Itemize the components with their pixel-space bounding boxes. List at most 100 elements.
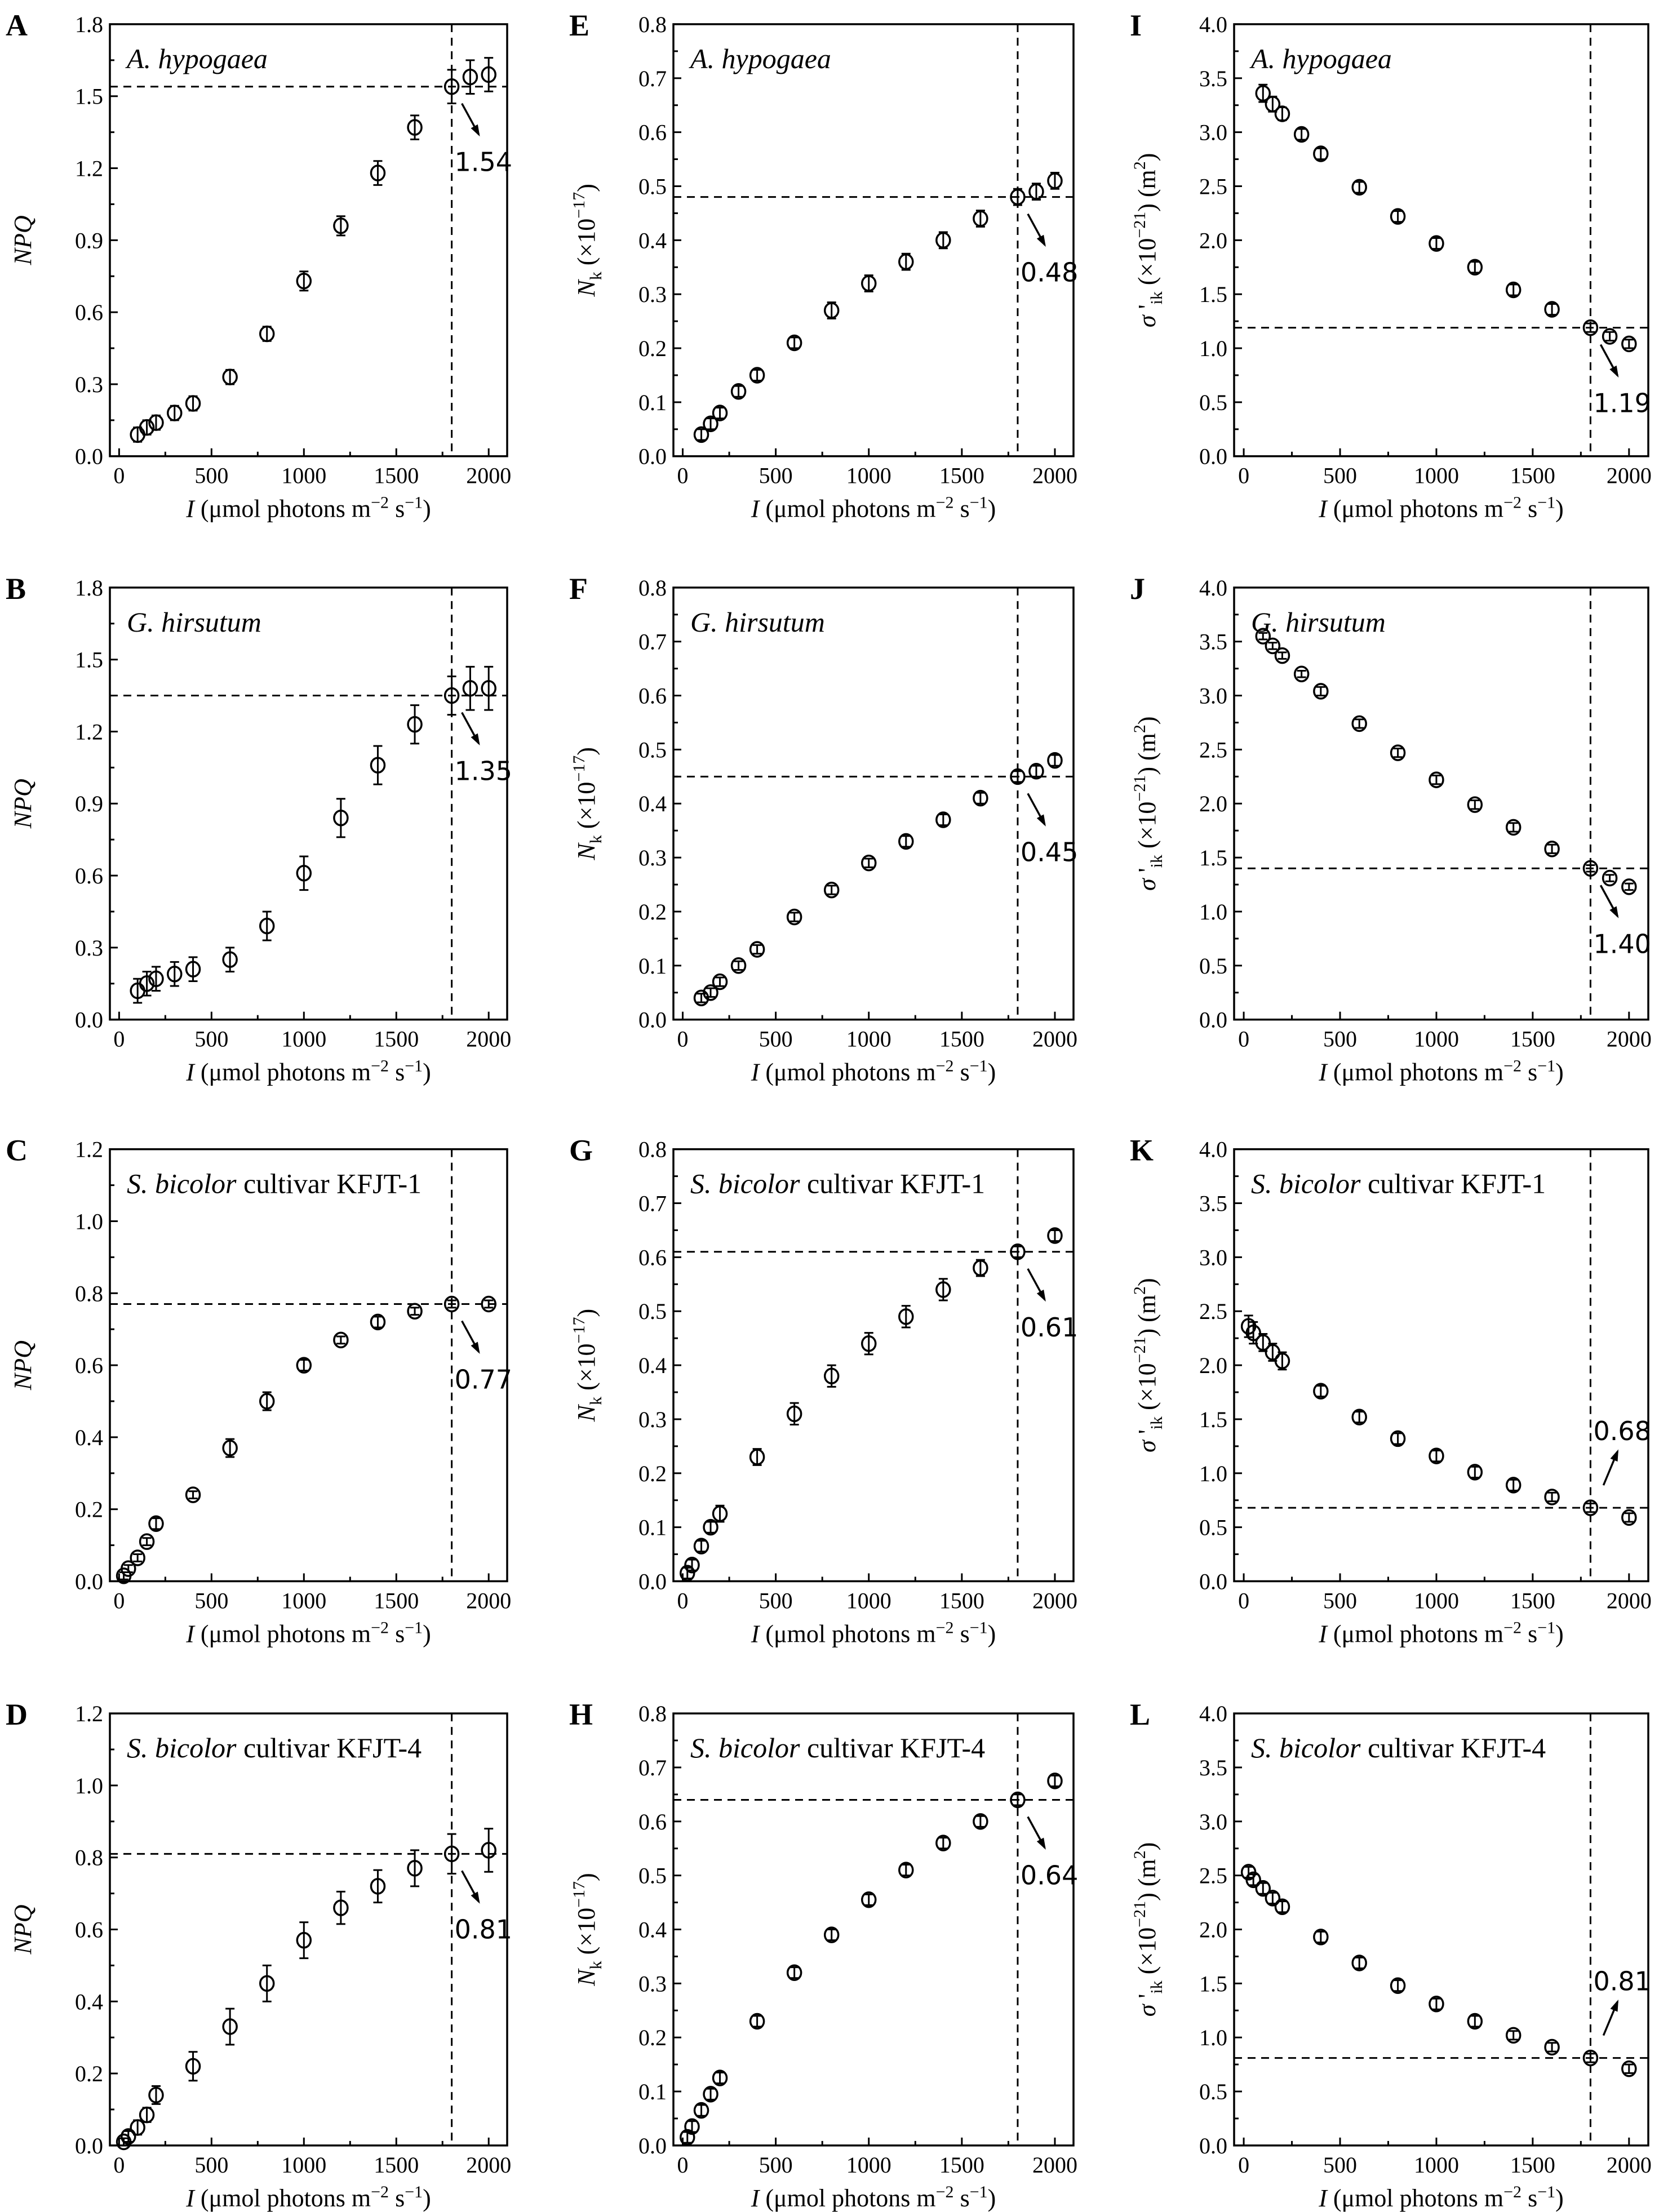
x-axis-label: I (μmol photons m−2 s−1) [185, 2183, 431, 2212]
error-bar [142, 2107, 152, 2123]
data-point [139, 2106, 155, 2124]
panel-k: K 0.0 0.5 1.0 1.5 2.0 2.5 3.0 3.5 4.0 0 500 1000 1500… [1130, 1134, 1652, 1648]
data-point [462, 680, 478, 697]
plot-frame [1233, 1712, 1649, 2147]
data-point [1255, 1334, 1271, 1351]
y-tick-label: 0.4 [638, 228, 667, 253]
x-tick-label: 2000 [1032, 2152, 1077, 2178]
panel-e: E 0.0 0.1 0.2 0.3 0.4 0.5 0.6 0.7 0.8 0 500 1000 1500… [569, 8, 1078, 523]
panel-letter: D [6, 1698, 28, 1731]
y-tick-label: 1.0 [75, 1209, 103, 1234]
data-point [139, 419, 155, 436]
y-axis-label: Nk (×10−17) [570, 184, 605, 297]
data-point [259, 325, 275, 343]
x-tick-label: 1500 [939, 463, 984, 488]
panel-letter: C [6, 1134, 28, 1167]
error-bar [1050, 1229, 1059, 1242]
x-tick-label: 2000 [1032, 463, 1077, 488]
data-point [703, 984, 718, 1001]
data-point [222, 368, 238, 385]
error-bar [1297, 669, 1306, 678]
y-tick-label: 3.5 [1199, 1755, 1227, 1780]
data-point [1255, 1880, 1271, 1897]
data-point [1265, 637, 1281, 655]
error-bar [299, 855, 309, 891]
data-point [823, 1367, 840, 1384]
data-point [860, 275, 877, 292]
y-axis-label: NPQ [9, 1340, 37, 1391]
data-point [680, 2129, 695, 2146]
plot-frame [1233, 1148, 1649, 1583]
data-point [1293, 126, 1310, 143]
annotation-value: 1.40 [1593, 929, 1651, 959]
data-point [1351, 1409, 1367, 1425]
error-bar [827, 885, 836, 895]
y-tick-label: 1.5 [75, 84, 103, 109]
error-bar [447, 675, 456, 716]
error-bar [336, 1890, 345, 1925]
y-tick-label: 1.2 [75, 1701, 103, 1726]
y-tick-label: 2.0 [1199, 791, 1227, 816]
error-bar [687, 1558, 697, 1571]
error-bar [1547, 1491, 1557, 1503]
data-point [786, 334, 802, 352]
data-point [1505, 2027, 1522, 2044]
x-tick-label: 2000 [1607, 1588, 1652, 1613]
error-bar [262, 326, 272, 342]
data-point [443, 78, 460, 95]
error-bar [697, 1540, 706, 1553]
error-bar [697, 2104, 706, 2117]
data-point [712, 1505, 728, 1522]
x-axis-label: I (μmol photons m−2 s−1) [1318, 494, 1564, 523]
data-point [1293, 665, 1310, 682]
y-tick-label: 0.6 [75, 300, 103, 325]
error-bar [697, 428, 706, 441]
data-point [139, 1533, 155, 1550]
data-point [898, 1862, 914, 1878]
data-point [1245, 1871, 1261, 1889]
y-tick-label: 0.0 [1199, 1007, 1227, 1033]
error-bar [706, 2087, 716, 2100]
x-tick-label: 500 [759, 1588, 793, 1613]
data-point [898, 253, 914, 270]
x-tick-label: 500 [1323, 1588, 1357, 1613]
y-tick-label: 0.7 [638, 1755, 667, 1780]
error-bar [687, 2120, 697, 2133]
y-tick-label: 1.5 [75, 647, 103, 673]
x-tick-label: 0 [1238, 463, 1249, 488]
y-axis-label: σ 'ik (×10−21) (m2) [1130, 1278, 1166, 1453]
y-axis-label: NPQ [9, 779, 37, 829]
species-label: S. bicolor cultivar KFJT-1 [127, 1168, 422, 1200]
species-label: G. hirsutum [690, 606, 825, 638]
data-point [1255, 628, 1271, 645]
y-tick-label: 0.8 [75, 1281, 103, 1306]
x-axis-label: I (μmol photons m−2 s−1) [1318, 2183, 1564, 2212]
species-label: S. bicolor cultivar KFJT-4 [690, 1732, 985, 1764]
data-point [860, 1891, 877, 1908]
error-bar [484, 1299, 494, 1309]
data-point [1544, 1489, 1560, 1505]
y-tick-label: 0.8 [638, 575, 667, 601]
data-point [1467, 1464, 1483, 1481]
error-bar [1431, 237, 1441, 250]
y-axis-label: σ 'ik (×10−21) (m2) [1130, 153, 1166, 328]
data-point [935, 811, 951, 828]
species-label: S. bicolor cultivar KFJT-4 [1251, 1732, 1546, 1764]
error-bar [170, 405, 179, 421]
x-tick-label: 1000 [281, 2152, 326, 2178]
y-tick-label: 0.4 [75, 1989, 103, 2014]
annotation-value: 0.45 [1021, 837, 1078, 867]
data-point [370, 1313, 386, 1331]
species-label: G. hirsutum [1251, 606, 1386, 638]
data-point [1351, 179, 1367, 196]
x-tick-label: 2000 [1607, 2152, 1652, 2178]
data-point [481, 66, 496, 83]
error-bar [1277, 1900, 1287, 1913]
error-bar [133, 1553, 143, 1562]
x-tick-label: 2000 [466, 1588, 511, 1613]
annotation-value: 0.68 [1593, 1416, 1651, 1446]
annotation-arrow [1599, 885, 1619, 918]
error-bar [1258, 1882, 1268, 1895]
x-tick-label: 0 [677, 1588, 689, 1613]
panel-letter: E [569, 8, 589, 42]
